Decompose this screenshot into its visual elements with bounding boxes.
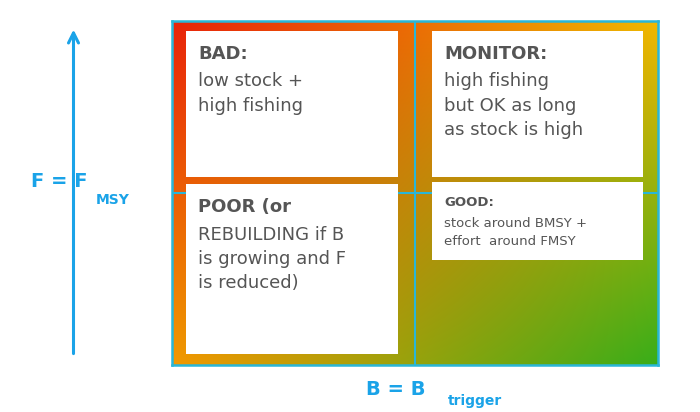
FancyBboxPatch shape <box>186 184 398 354</box>
Text: is growing and F: is growing and F <box>198 250 346 268</box>
Text: trigger: trigger <box>448 394 502 408</box>
Text: low stock +: low stock + <box>198 73 303 91</box>
Text: B = B: B = B <box>365 380 425 399</box>
Text: high fishing: high fishing <box>444 73 549 91</box>
Text: effort  around FMSY: effort around FMSY <box>444 235 575 248</box>
Text: as stock is high: as stock is high <box>444 121 583 139</box>
FancyBboxPatch shape <box>186 31 398 177</box>
Text: MONITOR:: MONITOR: <box>444 44 547 63</box>
FancyBboxPatch shape <box>432 31 643 177</box>
Text: but OK as long: but OK as long <box>444 97 576 115</box>
Text: POOR (or: POOR (or <box>198 198 291 216</box>
FancyBboxPatch shape <box>432 182 643 260</box>
Text: stock around BMSY +: stock around BMSY + <box>444 217 587 230</box>
Text: F = F: F = F <box>32 172 88 191</box>
Text: REBUILDING if B: REBUILDING if B <box>198 226 344 243</box>
Text: GOOD:: GOOD: <box>444 196 494 209</box>
Text: BAD:: BAD: <box>198 44 248 63</box>
Text: MSY: MSY <box>96 193 130 207</box>
Text: high fishing: high fishing <box>198 97 303 115</box>
Text: is reduced): is reduced) <box>198 274 299 293</box>
